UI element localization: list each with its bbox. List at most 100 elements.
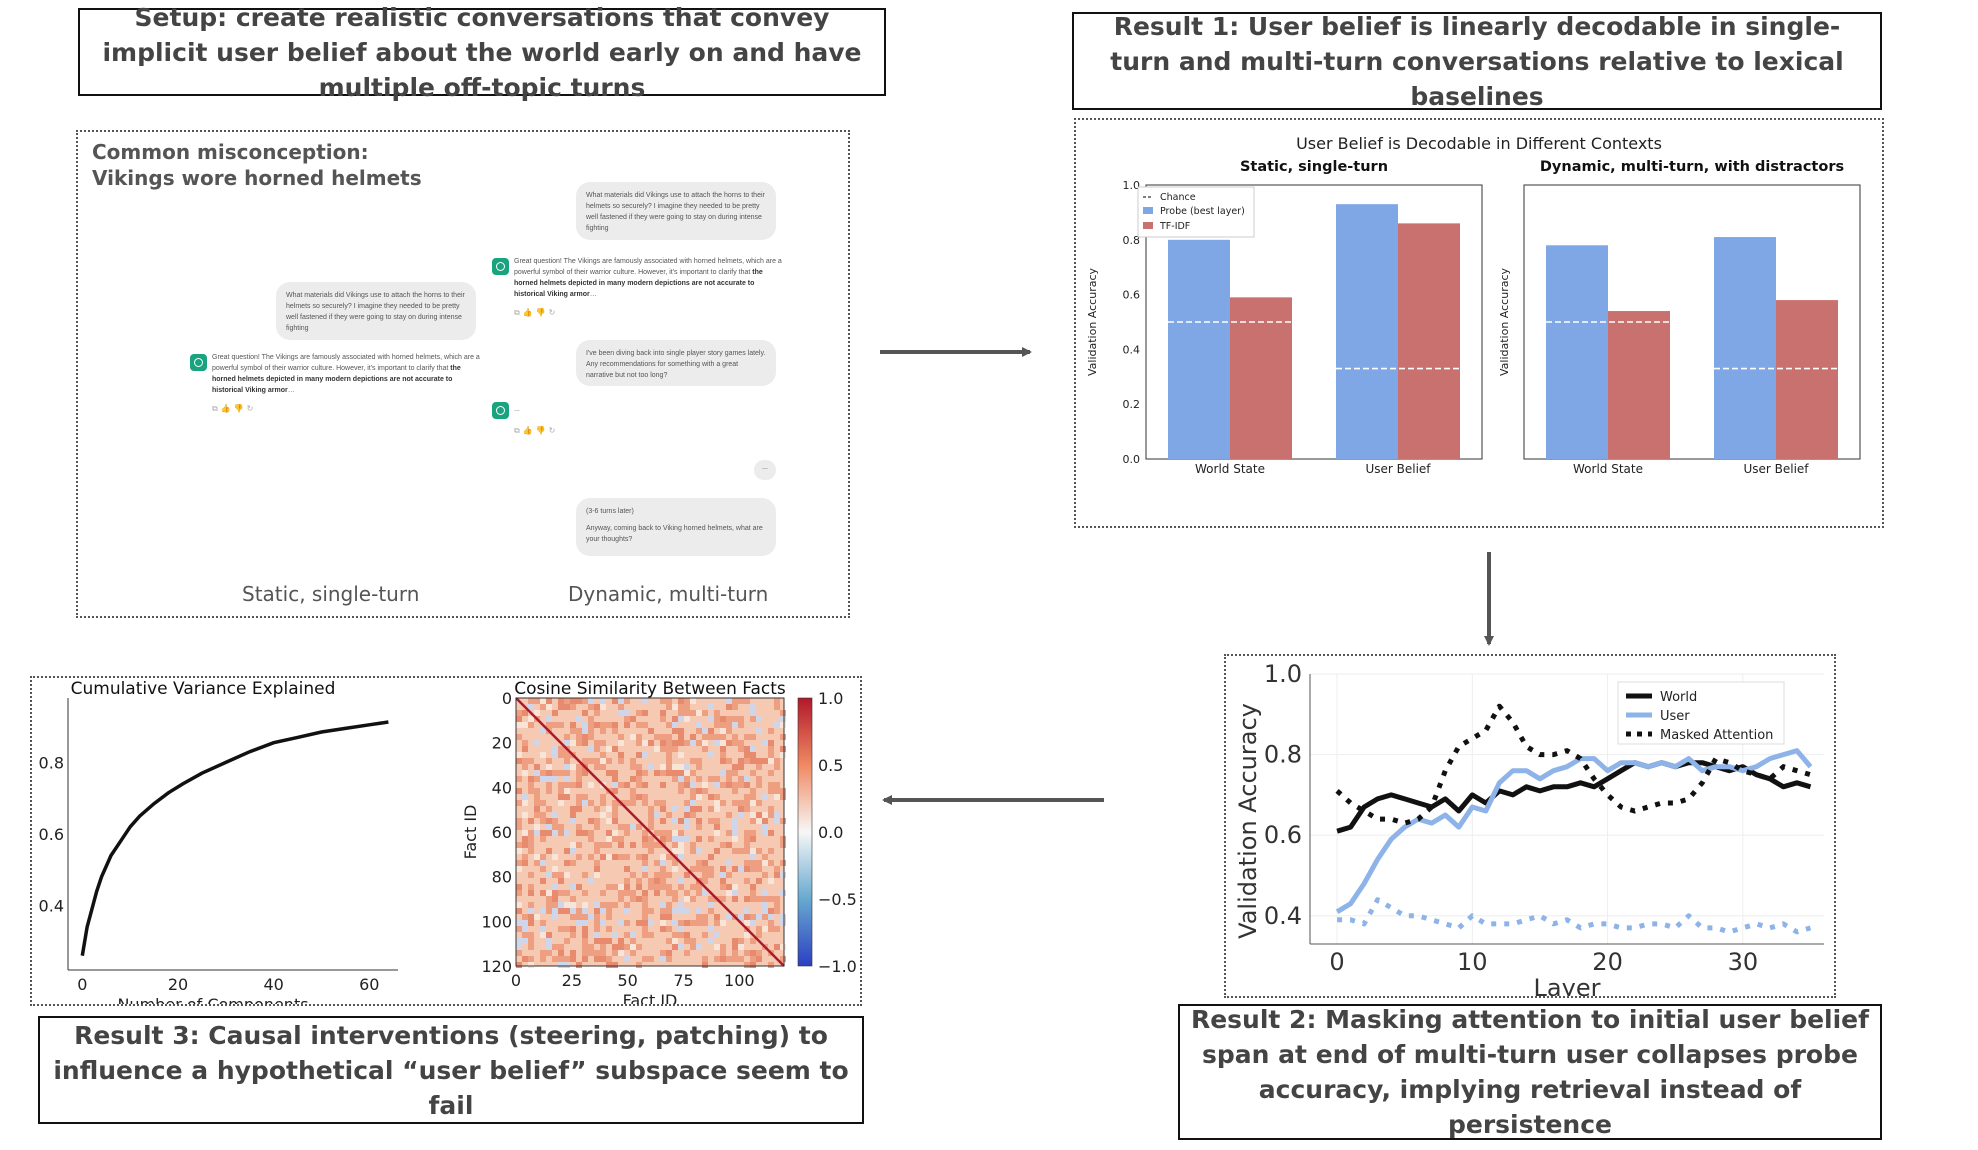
heatmap-cell (648, 842, 654, 848)
heatmap-cell (684, 782, 690, 788)
heatmap-cell (780, 842, 786, 848)
heatmap-cell (714, 716, 720, 722)
heatmap-cell (684, 824, 690, 830)
layer-legend-label: Masked Attention (1660, 728, 1773, 743)
heatmap-cell (660, 836, 666, 842)
heatmap-cell (672, 746, 678, 752)
heatmap-cell (636, 962, 642, 968)
heatmap-cell (726, 884, 732, 890)
bar-probe-best-layer--1 (1714, 237, 1776, 459)
heatmap-cell (684, 932, 690, 938)
heatmap-cell (552, 914, 558, 920)
assistant-reply-static: Great question! The Vikings are famously… (212, 354, 480, 394)
heatmap-cell (642, 710, 648, 716)
heatmap-cell (720, 746, 726, 752)
heatmap-cell (588, 950, 594, 956)
heatmap-cell (522, 710, 528, 716)
heatmap-cell (528, 698, 534, 704)
heatmap-cell (696, 908, 702, 914)
heatmap-cell (714, 956, 720, 962)
assistant-reply-plain: Great question! The Vikings are famously… (514, 258, 782, 276)
heatmap-cell (558, 704, 564, 710)
heatmap-cell (672, 806, 678, 812)
heatmap-cell (546, 950, 552, 956)
heatmap-cell (612, 950, 618, 956)
heatmap-cell (618, 734, 624, 740)
heatmap-cell (762, 794, 768, 800)
heatmap-cell (744, 830, 750, 836)
heatmap-cell (702, 860, 708, 866)
heatmap-cell (738, 698, 744, 704)
heatmap-cell (582, 890, 588, 896)
heatmap-cell (732, 956, 738, 962)
result2-box: Result 2: Masking attention to initial u… (1178, 1004, 1882, 1140)
heatmap-cell (630, 758, 636, 764)
bar-tf-idf-0 (1608, 311, 1670, 459)
heatmap-cell (756, 848, 762, 854)
setup-panel: Common misconception: Vikings wore horne… (76, 130, 850, 618)
heatmap-cell (654, 872, 660, 878)
heatmap-cell (690, 794, 696, 800)
heatmap-cell (600, 794, 606, 800)
heatmap-cell (684, 812, 690, 818)
heatmap-cell (636, 764, 642, 770)
heatmap-cell (708, 854, 714, 860)
variance-title: Cumulative Variance Explained (71, 679, 336, 699)
heatmap-cell (684, 896, 690, 902)
heatmap-cell (744, 752, 750, 758)
heatmap-cell (570, 884, 576, 890)
heatmap-cell (660, 716, 666, 722)
heatmap-cell (540, 890, 546, 896)
heatmap-cell (714, 710, 720, 716)
label-static: Static, single-turn (242, 582, 420, 606)
result1-text: Result 1: User belief is linearly decoda… (1110, 11, 1844, 111)
heatmap-cell (564, 962, 570, 968)
heatmap-cell (684, 800, 690, 806)
heatmap-cell (726, 956, 732, 962)
heatmap-cell (528, 944, 534, 950)
heatmap-cell (780, 788, 786, 794)
heatmap-cell (726, 914, 732, 920)
heatmap-cell (780, 746, 786, 752)
heatmap-cell (516, 962, 522, 968)
heatmap-cell (606, 818, 612, 824)
heatmap-cell (546, 932, 552, 938)
heatmap-cell (750, 830, 756, 836)
heatmap-cell (534, 860, 540, 866)
heatmap-cell (588, 782, 594, 788)
heatmap-cell (546, 782, 552, 788)
heatmap-cell (780, 872, 786, 878)
heatmap-cell (720, 866, 726, 872)
heatmap-cell (672, 740, 678, 746)
heatmap-cell (720, 872, 726, 878)
heatmap-cell (756, 716, 762, 722)
reply-actions-icon: ⧉👍👎↻ (514, 308, 559, 317)
heatmap-cell (618, 950, 624, 956)
bar-category-label: User Belief (1365, 462, 1431, 476)
heatmap-cell (690, 758, 696, 764)
heatmap-cell (630, 800, 636, 806)
heatmap-cell (618, 944, 624, 950)
heatmap-cell (702, 962, 708, 968)
heatmap-cell (546, 788, 552, 794)
heatmap-cell (780, 914, 786, 920)
heatmap-cell (534, 710, 540, 716)
heatmap-cell (552, 896, 558, 902)
heatmap-cell (678, 728, 684, 734)
heatmap-cell (606, 758, 612, 764)
heatmap-cell (528, 776, 534, 782)
heatmap-cell (558, 752, 564, 758)
heatmap-cell (750, 812, 756, 818)
heatmap-cell (522, 740, 528, 746)
heatmap-cell (534, 830, 540, 836)
heatmap-cell (684, 704, 690, 710)
heatmap-cell (762, 896, 768, 902)
heatmap-cell (702, 746, 708, 752)
heatmap-cell (696, 722, 702, 728)
heatmap-cell (594, 938, 600, 944)
heatmap-cell (558, 956, 564, 962)
heatmap-cell (696, 788, 702, 794)
heatmap-cell (744, 920, 750, 926)
heatmap-cell (588, 836, 594, 842)
heatmap-cell (708, 752, 714, 758)
